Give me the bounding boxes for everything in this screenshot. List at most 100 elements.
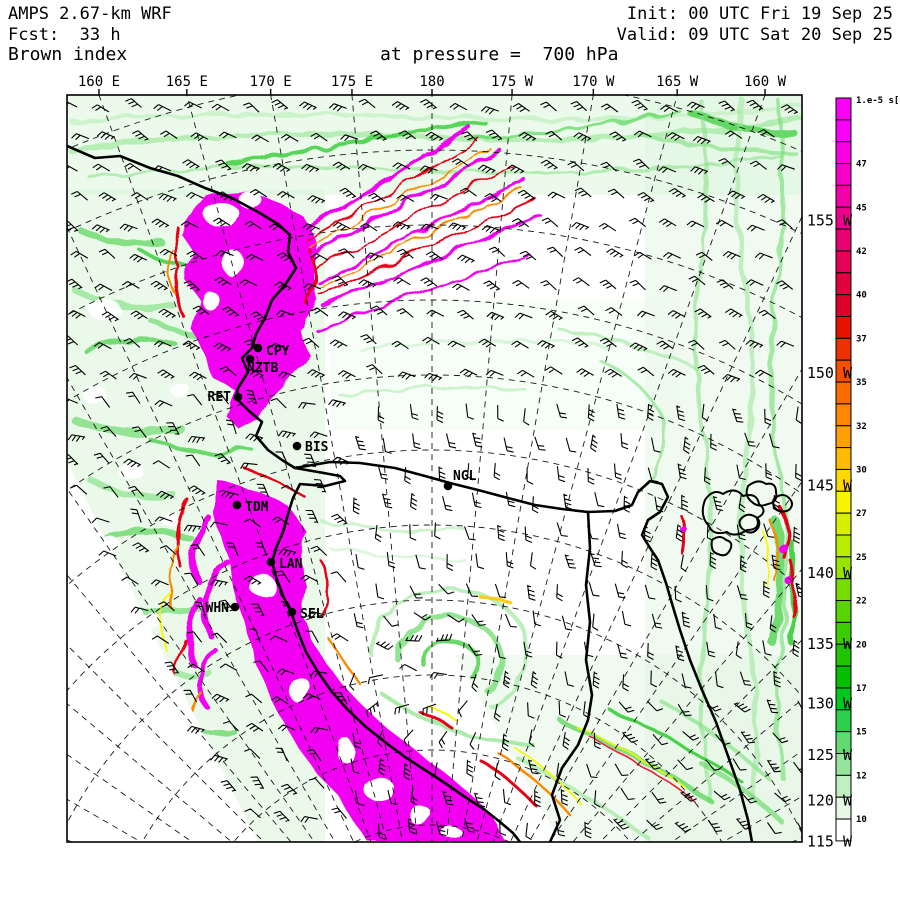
field-shading (67, 95, 802, 842)
meridian-line (67, 226, 355, 842)
colorbar-segment (835, 294, 852, 317)
colorbar-tick-label: 47 (856, 160, 867, 170)
station-dot (443, 481, 453, 491)
station-dot (232, 500, 242, 510)
station-dot (287, 607, 297, 617)
colorbar-segment (835, 665, 852, 689)
colorbar-segment (835, 163, 852, 186)
meridian-line (446, 95, 513, 842)
meridian-line (549, 480, 802, 842)
longitude-label: 175 W (491, 74, 534, 90)
station-dot (266, 557, 276, 567)
colorbar-segment (835, 425, 852, 449)
colorbar-tick-label: 40 (856, 291, 867, 301)
right-longitude-label: 120 W (807, 791, 853, 809)
colorbar-tick-label: 27 (856, 509, 867, 519)
station-label: LAN (279, 557, 303, 572)
colorbar-segment (835, 709, 852, 733)
meridian-line (461, 95, 594, 842)
colorbar-tick-label: 25 (856, 553, 867, 563)
station-label: RET (208, 390, 232, 405)
parallel-arc (67, 224, 802, 319)
meridian-line (351, 95, 418, 842)
victoria-land-coast (67, 144, 522, 842)
valid-time: Valid: 09 UTC Sat 20 Sep 25 (616, 25, 893, 45)
colorbar-tick-label: 32 (856, 422, 867, 432)
colorbar-segment (835, 381, 852, 405)
station-label: NZTB (247, 361, 278, 376)
right-longitude-label: 115 W (807, 832, 853, 850)
colorbar-segment (835, 119, 852, 143)
station-dot (230, 602, 240, 612)
colorbar-segment (835, 337, 852, 361)
meridian-line (528, 368, 802, 842)
parallel-arc (67, 374, 802, 495)
station-label: BIS (305, 440, 329, 455)
station-dot (233, 392, 243, 402)
right-longitude-label: 155 W (807, 212, 853, 230)
longitude-label: 175 E (331, 74, 373, 90)
longitude-label: 160 E (78, 74, 120, 90)
colorbar-segment (835, 272, 852, 296)
parallel-arc (353, 824, 511, 842)
colorbar-segment (835, 818, 852, 842)
parallel-arc (67, 299, 802, 405)
colorbar: 1.e-5 s[-1] 47 45 42 40 37 35 32 30 27 25 22 20 17 15 1… (835, 96, 900, 842)
colorbar-segment (835, 316, 852, 339)
station-markers: CPY NZTB RET BIS NGL TDM LAN WHN SEL (206, 343, 477, 622)
colorbar-segment (835, 447, 852, 470)
station-dot (253, 343, 263, 353)
colorbar-tick-label: 42 (856, 247, 867, 257)
right-longitude-label: 140 W (807, 564, 853, 582)
meridian-line (67, 376, 336, 842)
station-label: TDM (245, 500, 269, 515)
right-longitude-label: 135 W (807, 635, 853, 653)
colorbar-segment (835, 250, 852, 274)
longitude-label: 160 W (744, 74, 787, 90)
longitude-label: 170 E (250, 74, 292, 90)
longitude-label: 180 (419, 74, 444, 90)
islands (701, 480, 793, 557)
ice-shelf-front (293, 460, 590, 514)
colorbar-segment (835, 600, 852, 623)
station-dot (245, 354, 255, 364)
colorbar-tick-label: 37 (856, 334, 867, 344)
colorbar-segment (835, 97, 852, 121)
longitude-label: 165 E (166, 74, 208, 90)
map-frame (66, 94, 803, 843)
pressure-level: at pressure = 700 hPa (380, 44, 619, 65)
colorbar-segment (835, 403, 852, 427)
shelf-coast-south (548, 510, 594, 842)
colorbar-segment (835, 141, 852, 165)
wind-barb-field (67, 98, 802, 841)
meridian-line (476, 95, 678, 842)
longitude-label: 165 W (656, 74, 699, 90)
colorbar-tick-label: 35 (856, 378, 867, 388)
colorbar-tick-label: 12 (856, 771, 867, 781)
colorbar-tick-label: 22 (856, 597, 867, 607)
meridian-line (67, 487, 315, 842)
station-label: WHN (206, 601, 230, 616)
parallel-arc (67, 149, 802, 235)
colorbar-segment (835, 512, 852, 536)
parallel-arc (233, 749, 631, 842)
right-longitude-label: 125 W (807, 746, 853, 764)
right-longitude-label: 150 W (807, 364, 853, 382)
colorbar-tick-label: 15 (856, 728, 867, 738)
meridian-line (186, 95, 388, 842)
longitude-labels-right: 155 W 150 W 145 W 140 W 135 W 130 W 125 W 120 W… (807, 212, 853, 851)
station-label: CPY (266, 344, 290, 359)
meridian-line (270, 95, 403, 842)
colorbar-tick-label: 30 (856, 465, 867, 475)
model-title: AMPS 2.67-km WRF (8, 4, 172, 24)
right-longitude-label: 145 W (807, 477, 853, 495)
colorbar-tick-label: 10 (856, 815, 867, 825)
colorbar-segment (835, 534, 852, 558)
right-longitude-label: 130 W (807, 695, 853, 713)
longitude-label: 170 W (572, 74, 615, 90)
wind-barbs (67, 98, 802, 841)
station-dot (292, 441, 302, 451)
meridian-line (509, 215, 802, 842)
